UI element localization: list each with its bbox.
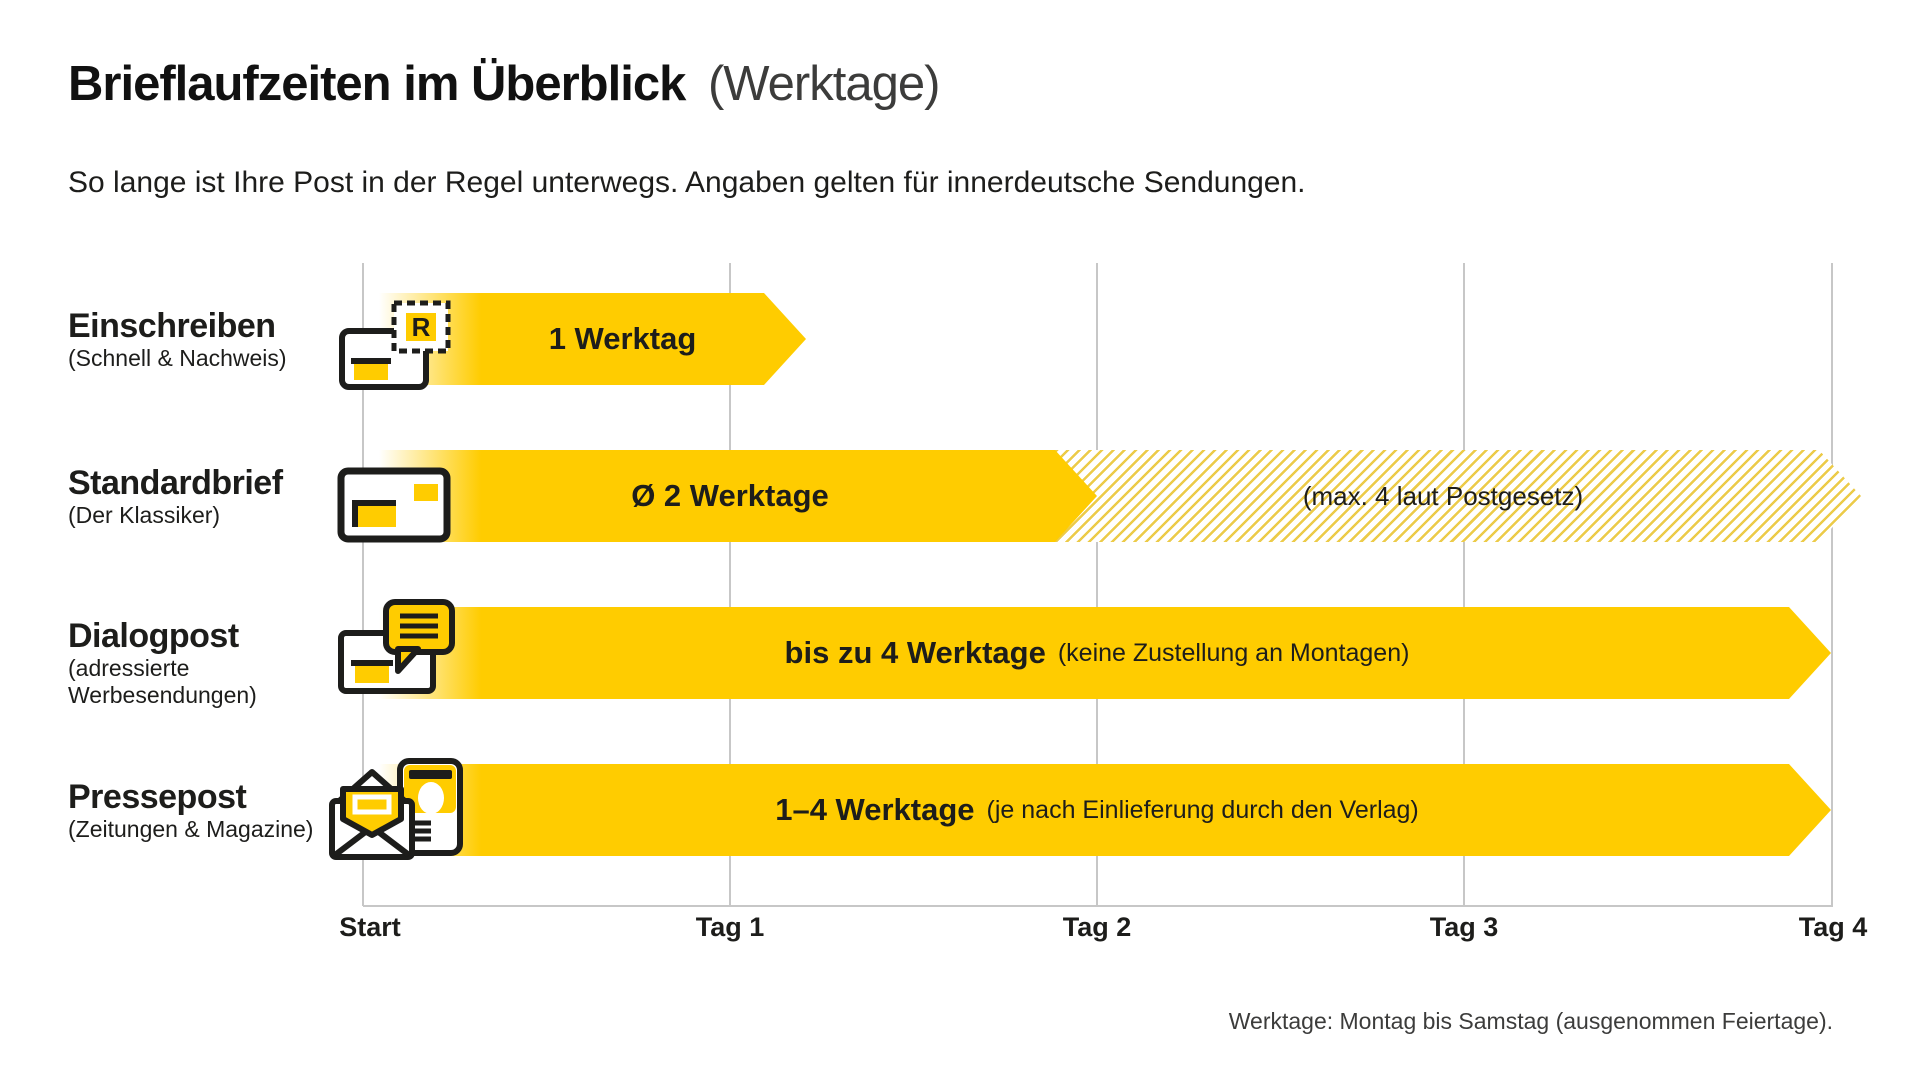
pressepost-open-envelope-icon xyxy=(328,757,478,878)
axis-label-tag1: Tag 1 xyxy=(695,912,765,942)
standard-letter-icon xyxy=(336,463,456,552)
footnote: Werktage: Montag bis Samstag (ausgenomme… xyxy=(1228,1008,1833,1034)
row-title: Dialogpost xyxy=(68,617,239,655)
bar-standardbrief: Ø 2 Werktage xyxy=(363,450,1097,542)
page-title: Brieflaufzeiten im Überblick (Werktage) xyxy=(68,56,940,112)
gridline-tag2 xyxy=(1096,263,1098,906)
axis-label-tag4: Tag 4 xyxy=(1798,912,1868,942)
gridline-tag1 xyxy=(729,263,731,906)
bar-standardbrief-extension-hatched: (max. 4 laut Postgesetz) xyxy=(1055,450,1861,542)
page-subtitle: So lange ist Ihre Post in der Regel unte… xyxy=(68,166,1306,199)
axis-label-tag2: Tag 2 xyxy=(1062,912,1132,942)
row-subtitle: (adressierte Werbesendungen) xyxy=(68,654,257,709)
row-subtitle: (Zeitungen & Magazine) xyxy=(68,815,314,842)
bar-value-label: bis zu 4 Werktage xyxy=(784,635,1046,670)
row-label-einschreiben: Einschreiben (Schnell & Nachweis) xyxy=(68,308,323,372)
page-title-main: Brieflaufzeiten im Überblick xyxy=(68,57,686,111)
axis-label-tag3: Tag 3 xyxy=(1429,912,1499,942)
row-title: Standardbrief xyxy=(68,464,283,502)
bar-dialogpost: bis zu 4 Werktage (keine Zustellung an M… xyxy=(363,607,1831,699)
registered-letter-icon: R xyxy=(336,298,458,399)
page-title-suffix: (Werktage) xyxy=(707,57,940,111)
axis-label-start: Start xyxy=(339,912,401,942)
gridline-tag3 xyxy=(1463,263,1465,906)
row-label-standardbrief: Standardbrief (Der Klassiker) xyxy=(68,465,323,529)
row-title: Pressepost xyxy=(68,778,247,816)
bar-value-label: 1–4 Werktage xyxy=(775,792,975,827)
row-title: Einschreiben xyxy=(68,307,276,345)
row-subtitle: (Der Klassiker) xyxy=(68,501,221,528)
row-label-pressepost: Pressepost (Zeitungen & Magazine) xyxy=(68,779,323,843)
bar-pressepost: 1–4 Werktage (je nach Einlieferung durch… xyxy=(363,764,1831,856)
bar-detail-label: (je nach Einlieferung durch den Verlag) xyxy=(986,795,1419,824)
gridline-tag4 xyxy=(1831,263,1833,906)
axis-baseline xyxy=(363,905,1833,907)
bar-value-label: 1 Werktag xyxy=(548,321,697,356)
row-label-dialogpost: Dialogpost (adressierte Werbesendungen) xyxy=(68,618,323,710)
bar-extension-label: (max. 4 laut Postgesetz) xyxy=(1302,480,1584,511)
stamp-r-glyph: R xyxy=(412,312,431,342)
dialogpost-speech-bubble-icon xyxy=(336,597,462,704)
bar-detail-label: (keine Zustellung an Montagen) xyxy=(1057,638,1410,667)
bar-value-label: Ø 2 Werktage xyxy=(631,478,829,513)
row-subtitle: (Schnell & Nachweis) xyxy=(68,344,287,371)
gridline-start xyxy=(362,263,364,906)
